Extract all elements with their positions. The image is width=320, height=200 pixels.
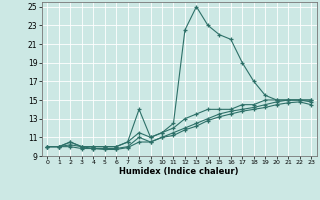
X-axis label: Humidex (Indice chaleur): Humidex (Indice chaleur) bbox=[119, 167, 239, 176]
